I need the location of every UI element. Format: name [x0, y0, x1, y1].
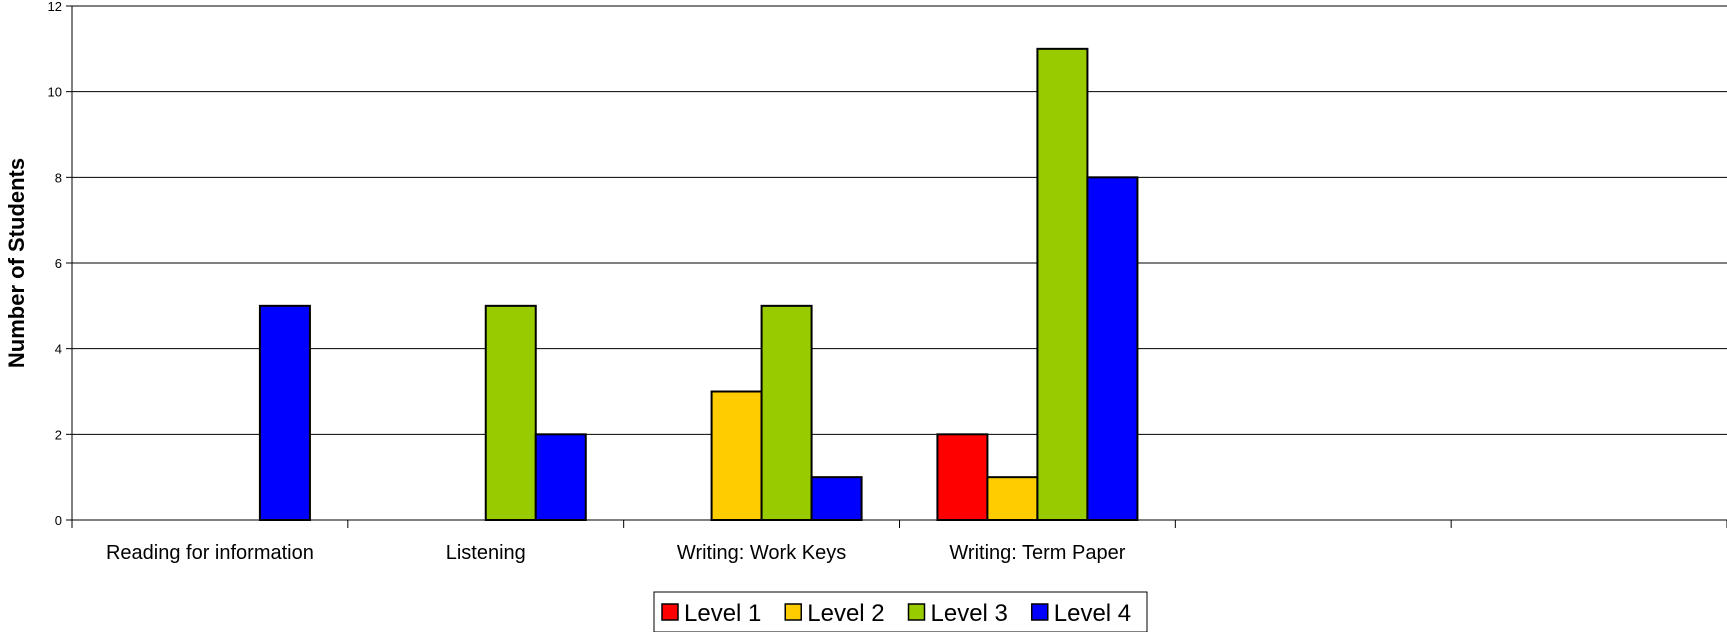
- bar-level-3: [760, 304, 813, 522]
- legend-label: Level 2: [807, 600, 884, 627]
- x-tick-label: Listening: [446, 542, 526, 564]
- x-tick-label: Reading for information: [106, 542, 314, 564]
- y-tick-label: 4: [55, 342, 62, 357]
- bar-level-1: [936, 433, 989, 522]
- y-axis-label: Number of Students: [4, 158, 29, 368]
- legend-swatch: [784, 603, 802, 621]
- legend-swatch: [1031, 603, 1049, 621]
- y-axis-ticks: 0 2 4 6 8 10 12: [48, 0, 72, 528]
- bar-level-2: [986, 476, 1039, 521]
- y-tick-label: 8: [55, 170, 62, 185]
- legend-label: Level 4: [1054, 600, 1131, 627]
- y-tick-label: 0: [55, 513, 62, 528]
- bar-level-3: [1036, 47, 1089, 521]
- legend-label: Level 3: [931, 600, 1008, 627]
- bar-level-4: [1086, 176, 1139, 521]
- x-axis-ticks: Reading for information Listening Writing:…: [71, 520, 1727, 564]
- bar-level-4: [534, 433, 587, 522]
- x-tick-label: Writing: Work Keys: [677, 542, 846, 564]
- bars: [258, 47, 1139, 522]
- legend-swatch: [661, 603, 679, 621]
- bar-level-4: [258, 304, 311, 522]
- bar-level-3: [484, 304, 537, 522]
- legend-box: [653, 591, 1148, 632]
- legend-swatch: [907, 603, 926, 621]
- x-tick-label: Writing: Term Paper: [949, 542, 1125, 564]
- gridlines: [72, 5, 1727, 435]
- bar-level-4: [810, 476, 863, 521]
- y-tick-label: 12: [48, 0, 62, 14]
- bar-level-2: [710, 390, 763, 521]
- legend-label: Level 1: [684, 600, 761, 627]
- legend: Level 1 Level 2 Level 3 Level 4: [653, 591, 1148, 632]
- y-tick-label: 10: [48, 85, 62, 100]
- y-tick-label: 6: [55, 256, 62, 271]
- y-tick-label: 2: [55, 427, 62, 442]
